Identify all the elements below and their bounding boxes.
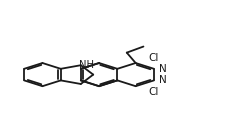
Text: N: N — [160, 64, 167, 74]
Text: Cl: Cl — [148, 87, 158, 97]
Text: Cl: Cl — [148, 52, 158, 62]
Text: NH: NH — [79, 60, 94, 70]
Text: N: N — [160, 75, 167, 85]
